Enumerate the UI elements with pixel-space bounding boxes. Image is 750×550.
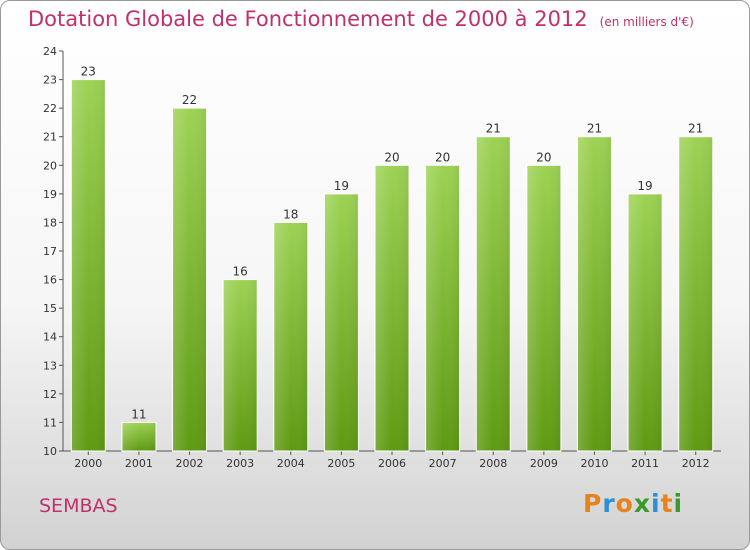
x-tick-label: 2002: [176, 457, 204, 470]
logo-letter: o: [615, 489, 634, 518]
x-tick-label: 2011: [631, 457, 659, 470]
x-tick-label: 2001: [125, 457, 153, 470]
bar-shading: [425, 165, 460, 452]
data-label: 21: [688, 122, 703, 136]
bar-shading: [476, 136, 511, 451]
y-tick-label: 14: [43, 331, 57, 344]
logo-letter: i: [651, 489, 661, 518]
bar-shading: [223, 279, 258, 451]
data-label: 19: [637, 179, 652, 193]
x-tick-label: 2000: [74, 457, 102, 470]
data-label: 16: [233, 265, 248, 279]
y-tick-label: 17: [43, 245, 57, 258]
logo-letter: x: [633, 489, 651, 518]
data-label: 20: [435, 150, 450, 164]
data-label: 20: [536, 150, 551, 164]
chart-subtitle: (en milliers d'€): [599, 15, 694, 29]
y-tick-label: 20: [43, 159, 57, 172]
bar-shading: [71, 79, 106, 452]
x-tick-label: 2003: [226, 457, 254, 470]
x-tick-label: 2007: [429, 457, 457, 470]
bar-shading: [273, 222, 308, 451]
y-tick-label: 21: [43, 131, 57, 144]
logo-letter: i: [673, 489, 684, 518]
bar-shading: [121, 422, 156, 451]
place-name: SEMBAS: [39, 495, 118, 517]
data-label: 23: [81, 65, 96, 79]
x-tick-label: 2012: [682, 457, 710, 470]
proxiti-logo[interactable]: Proxiti: [583, 489, 683, 518]
bars: 23 11 22 16 18 19 20 20 21 20 21 19 21: [70, 65, 714, 452]
data-label: 22: [182, 93, 197, 107]
data-label: 18: [283, 207, 298, 221]
y-tick-label: 19: [43, 188, 57, 201]
y-tick-label: 13: [43, 359, 57, 372]
data-label: 19: [334, 179, 349, 193]
bar-shading: [628, 193, 663, 451]
data-label: 21: [587, 122, 602, 136]
y-tick-label: 12: [43, 388, 57, 401]
data-label: 11: [131, 407, 146, 421]
bar-shading: [678, 136, 713, 451]
y-tick-label: 16: [43, 274, 57, 287]
bar-shading: [172, 108, 207, 452]
x-tick-label: 2005: [327, 457, 355, 470]
bar-shading: [526, 165, 561, 452]
y-tick-label: 11: [43, 416, 57, 429]
bar-shading: [324, 193, 359, 451]
x-tick-label: 2006: [378, 457, 406, 470]
y-tick-label: 22: [43, 102, 57, 115]
y-tick-label: 24: [43, 45, 57, 58]
logo-letter: t: [660, 489, 674, 518]
y-tick-label: 23: [43, 74, 57, 87]
y-tick-label: 15: [43, 302, 57, 315]
bar-shading: [375, 165, 409, 452]
x-tick-label: 2010: [580, 457, 608, 470]
data-label: 20: [384, 150, 399, 164]
logo-letter: P: [583, 489, 603, 518]
chart-title-text: Dotation Globale de Fonctionnement de 20…: [28, 7, 588, 31]
x-tick-label: 2008: [479, 457, 507, 470]
x-tick-label: 2009: [530, 457, 558, 470]
y-tick-label: 18: [43, 216, 57, 229]
logo-letter: r: [602, 489, 616, 518]
x-tick-label: 2004: [277, 457, 305, 470]
axes: 10 11 12 13 14 15 16 17 18 19 20 21 22 23 24 2000 2001 20…: [43, 45, 721, 470]
data-label: 21: [486, 122, 501, 136]
bar-shading: [577, 136, 612, 451]
y-tick-label: 10: [43, 445, 57, 458]
chart-title: Dotation Globale de Fonctionnement de 20…: [28, 7, 694, 31]
